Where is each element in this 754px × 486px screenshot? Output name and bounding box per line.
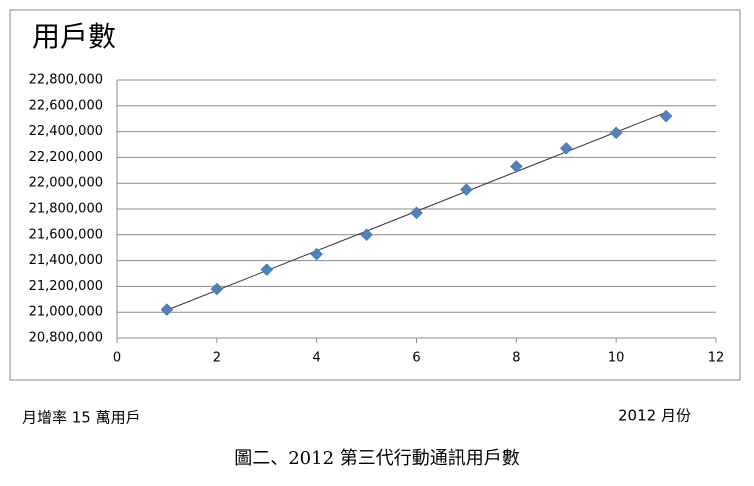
caption: 圖二、2012 第三代行動通訊用戶數 (234, 448, 520, 469)
x-tick-label: 6 (412, 351, 420, 366)
point (609, 126, 623, 140)
point (260, 263, 274, 276)
x-tick-label: 8 (512, 351, 520, 366)
point (410, 206, 423, 220)
y-tick-label: 21,800,000 (29, 202, 103, 217)
x-axis-label: 2012 月份 (618, 407, 691, 425)
y-tick-label: 22,400,000 (29, 124, 103, 139)
y-tick-label: 22,600,000 (29, 98, 103, 113)
point (210, 282, 224, 296)
y-tick-label: 22,800,000 (29, 73, 103, 88)
chart-frame (9, 9, 741, 381)
point (559, 142, 573, 155)
y-tick-label: 22,200,000 (29, 150, 103, 165)
x-tick-label: 10 (608, 351, 625, 366)
point (310, 247, 324, 261)
x-tick-label: 4 (313, 351, 321, 366)
y-tick-label: 21,400,000 (29, 253, 103, 268)
y-tick-label: 20,800,000 (29, 331, 103, 346)
y-tick-label: 21,200,000 (29, 279, 103, 294)
chart-title: 用戶數 (32, 20, 116, 53)
x-tick-label: 0 (113, 351, 121, 366)
y-tick-label: 21,600,000 (29, 227, 103, 242)
x-tick-label: 2 (213, 351, 221, 366)
y-tick-label: 21,000,000 (29, 305, 103, 320)
point (460, 183, 473, 197)
point (509, 160, 523, 173)
point (360, 228, 373, 242)
point (160, 303, 174, 316)
x-tick-label: 12 (708, 351, 725, 366)
point (659, 109, 673, 123)
annotation: 月增率 15 萬用戶 (22, 409, 141, 427)
y-tick-label: 22,000,000 (29, 176, 103, 191)
